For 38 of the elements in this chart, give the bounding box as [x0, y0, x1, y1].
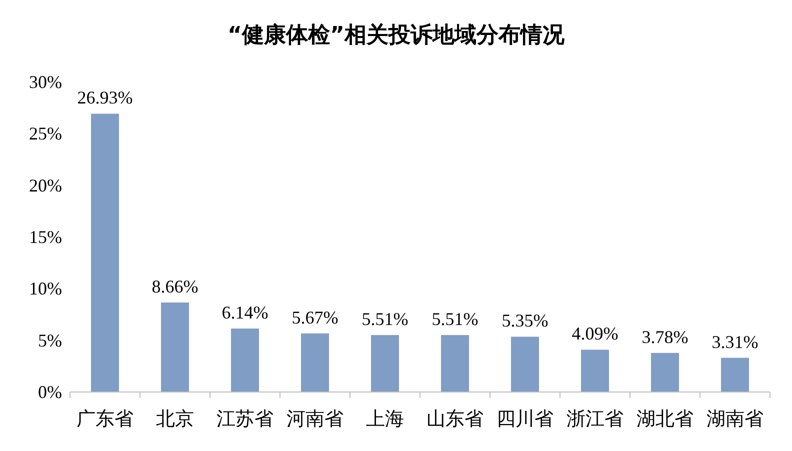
- y-tick-label: 0%: [38, 382, 62, 402]
- x-tick-label: 湖南省: [706, 408, 764, 430]
- data-label: 8.66%: [152, 276, 198, 297]
- bar: [231, 328, 259, 392]
- data-label: 4.09%: [572, 324, 618, 344]
- bar: [441, 335, 469, 392]
- bar: [721, 358, 749, 392]
- y-tick-label: 10%: [29, 278, 62, 299]
- bar: [581, 350, 609, 392]
- bar: [91, 114, 119, 392]
- data-label: 26.93%: [77, 88, 133, 108]
- x-tick-label: 广东省: [76, 408, 134, 430]
- bar: [511, 336, 539, 392]
- bar: [371, 335, 399, 392]
- data-label: 5.51%: [432, 309, 478, 330]
- y-tick-label: 20%: [29, 175, 62, 196]
- data-label: 3.78%: [642, 326, 688, 347]
- y-tick-label: 30%: [29, 72, 62, 92]
- y-tick-label: 5%: [38, 330, 62, 350]
- data-label: 5.35%: [502, 310, 548, 331]
- x-tick-label: 上海: [366, 408, 404, 430]
- data-label: 5.51%: [362, 309, 408, 330]
- bar: [651, 352, 679, 392]
- x-tick-label: 北京: [156, 408, 194, 430]
- bar: [301, 333, 329, 392]
- x-tick-label: 江苏省: [216, 408, 274, 430]
- data-label: 5.67%: [292, 307, 338, 328]
- x-tick-label: 山东省: [426, 408, 484, 430]
- x-tick-label: 四川省: [496, 408, 554, 430]
- data-label: 3.31%: [712, 332, 758, 352]
- chart-title: “健康体检”相关投诉地域分布情况: [228, 22, 566, 48]
- y-tick-label: 15%: [29, 227, 62, 247]
- x-tick-label: 浙江省: [566, 408, 624, 430]
- bar: [161, 302, 189, 392]
- x-tick-label: 河南省: [286, 408, 344, 430]
- data-label: 6.14%: [222, 302, 268, 323]
- x-tick-label: 湖北省: [636, 408, 694, 430]
- y-tick-label: 25%: [29, 124, 62, 144]
